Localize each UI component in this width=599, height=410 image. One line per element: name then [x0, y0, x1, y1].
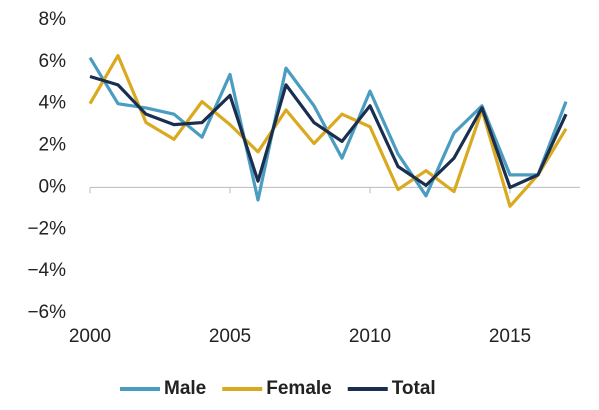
data-line [88, 53, 568, 208]
x-tick-label: 2015 [489, 326, 531, 347]
legend-label: Female [266, 378, 331, 399]
y-tick-label: −6% [27, 302, 66, 323]
x-tick-label: 2010 [349, 326, 391, 347]
x-tick-label: 2005 [209, 326, 251, 347]
data-line [89, 74, 568, 190]
y-tick-label: 2% [39, 135, 67, 156]
legend-label: Total [392, 378, 436, 399]
y-tick-label: −2% [27, 218, 66, 239]
y-tick-label: 4% [39, 93, 67, 114]
y-tick-label: 0% [39, 176, 67, 197]
x-tick-label: 2000 [69, 326, 111, 347]
y-tick-label: 6% [39, 51, 67, 72]
legend-label: Male [164, 378, 206, 399]
y-tick-label: 8% [39, 9, 67, 30]
y-tick-label: −4% [27, 260, 66, 281]
